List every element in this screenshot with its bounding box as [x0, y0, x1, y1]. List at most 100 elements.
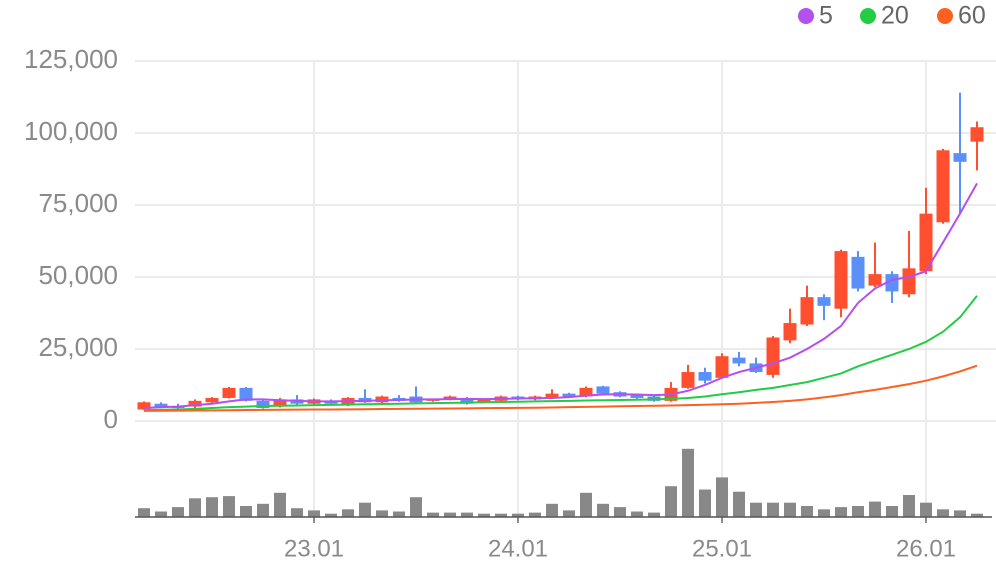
- volume-bar: [257, 503, 269, 517]
- candle-body: [817, 297, 831, 306]
- legend-label: 60: [958, 2, 986, 30]
- volume-bar: [563, 510, 575, 517]
- candle-body: [936, 150, 950, 223]
- legend-dot: [860, 8, 876, 24]
- volume-bar: [274, 492, 286, 517]
- volume-bar: [512, 513, 524, 517]
- volume-bar: [325, 513, 337, 517]
- candle-body: [919, 213, 933, 272]
- x-tick-label: 26.01: [896, 535, 956, 562]
- candle-body: [851, 256, 865, 289]
- candle-body: [443, 396, 457, 400]
- volume-bar: [614, 507, 626, 517]
- legend: 5 20 60: [798, 2, 986, 30]
- legend-dot: [937, 8, 953, 24]
- volume-bar: [699, 489, 711, 517]
- x-tick-label: 23.01: [284, 535, 344, 562]
- volume-bar: [155, 511, 167, 517]
- y-tick-label: 50,000: [38, 260, 118, 290]
- volume-bar: [206, 497, 218, 517]
- candle-body: [562, 393, 576, 397]
- y-tick-label: 75,000: [38, 188, 118, 218]
- candle-body: [698, 372, 712, 381]
- candle-body: [596, 386, 610, 394]
- volume-bar: [444, 512, 456, 517]
- candle-body: [460, 397, 474, 404]
- volume-bar: [580, 492, 592, 517]
- volume-bar: [954, 510, 966, 517]
- candle-body: [222, 387, 236, 398]
- candle-body: [239, 387, 253, 401]
- candle-body: [630, 395, 644, 398]
- volume-bar: [767, 502, 779, 517]
- volume-bar: [903, 495, 915, 517]
- volume-bar: [240, 506, 252, 517]
- volume-bar: [682, 448, 694, 517]
- volume-bar: [937, 509, 949, 517]
- volume-bar: [495, 513, 507, 517]
- volume-bar: [172, 507, 184, 517]
- ma-line: [143, 364, 978, 412]
- ma-line: [143, 182, 978, 410]
- candle-body: [154, 403, 168, 407]
- volume-bar: [597, 503, 609, 517]
- ma-line: [143, 295, 978, 412]
- candle-body: [477, 399, 491, 403]
- volume-bar: [529, 512, 541, 517]
- candle-body: [783, 323, 797, 341]
- volume-bar: [631, 511, 643, 517]
- volume-bar: [665, 486, 677, 517]
- y-tick-label: 0: [104, 404, 118, 434]
- y-tick-label: 25,000: [38, 332, 118, 362]
- volume-bar: [478, 513, 490, 517]
- volume-bar: [308, 510, 320, 517]
- volume-bar: [920, 502, 932, 517]
- volume-bar: [886, 506, 898, 517]
- y-tick-label: 125,000: [24, 44, 118, 74]
- volume-bar: [410, 497, 422, 517]
- volume-bar: [648, 512, 660, 517]
- candle-body: [681, 372, 695, 388]
- candle-body: [545, 393, 559, 398]
- candle-body: [715, 356, 729, 378]
- volume-bar: [818, 509, 830, 517]
- candle-body: [868, 274, 882, 286]
- volume-bar: [801, 506, 813, 517]
- candle-body: [766, 337, 780, 375]
- volume-bar: [427, 512, 439, 517]
- candle-body: [273, 399, 287, 407]
- x-tick-label: 24.01: [488, 535, 548, 562]
- candle-body: [205, 397, 219, 403]
- volume-bar: [835, 507, 847, 517]
- volume-bar: [359, 502, 371, 517]
- candle-body: [256, 400, 270, 409]
- volume-bar: [750, 502, 762, 517]
- volume-bar: [971, 513, 983, 517]
- candle-body: [732, 357, 746, 364]
- candle-body: [137, 402, 151, 410]
- volume-bar: [376, 510, 388, 517]
- volume-bar: [869, 501, 881, 517]
- x-tick-label: 25.01: [692, 535, 752, 562]
- volume-bar: [784, 502, 796, 517]
- candle-body: [970, 127, 984, 142]
- volume-bar: [393, 511, 405, 517]
- candle-body: [902, 268, 916, 295]
- volume-bar: [342, 509, 354, 517]
- volume-bar: [189, 498, 201, 517]
- volume-bar: [546, 503, 558, 517]
- legend-label: 20: [881, 2, 909, 30]
- volume-bar: [138, 508, 150, 517]
- legend-label: 5: [819, 2, 833, 30]
- candle-body: [188, 400, 202, 407]
- volume-bar: [733, 491, 745, 517]
- candle-body: [834, 251, 848, 309]
- volume-bar: [852, 506, 864, 517]
- legend-dot: [798, 8, 814, 24]
- candle-body: [800, 297, 814, 325]
- volume-bar: [223, 496, 235, 517]
- candle-body: [953, 153, 967, 162]
- volume-bar: [461, 512, 473, 517]
